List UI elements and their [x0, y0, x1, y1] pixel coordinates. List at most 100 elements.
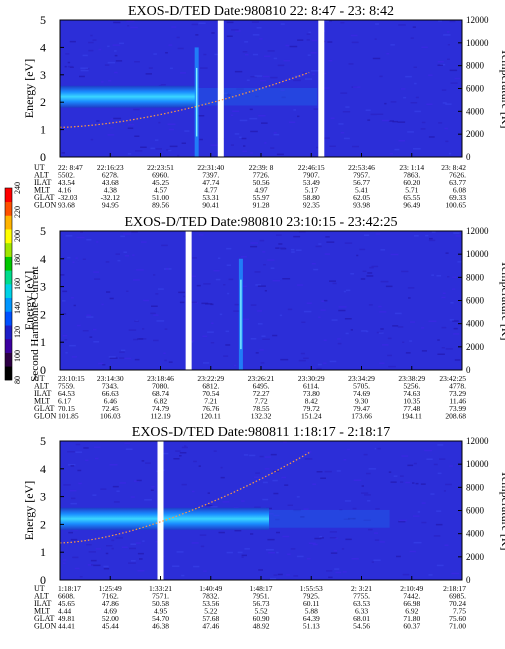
orbit-row-label: GLAT [34, 193, 55, 202]
spectrogram-cell [114, 54, 118, 57]
spectrogram-cell [246, 79, 250, 81]
orbit-value: 64.53 [58, 389, 75, 398]
spectrogram-cell [131, 231, 138, 233]
spectrogram-cell [134, 135, 140, 137]
spectrogram-cell [235, 30, 241, 32]
orbit-value: 6812. [202, 382, 219, 391]
spectrogram-cell [218, 531, 225, 534]
orbit-value: -32.03 [58, 193, 78, 202]
orbit-value: 5.41 [355, 186, 368, 195]
y-tick-label: 3 [40, 490, 46, 504]
spectrogram-cell [191, 23, 198, 26]
colorbar-tick-label: 80 [13, 376, 22, 384]
spectrogram-cell [73, 541, 79, 544]
orbit-value: 5.22 [204, 607, 217, 616]
spectrogram-cell [303, 310, 312, 313]
y2-tick-label: 6000 [466, 296, 485, 306]
spectrogram-cell [362, 270, 367, 272]
spectrogram-cell [386, 52, 390, 55]
spectrogram-cell [183, 295, 186, 298]
spectrogram-cell [390, 481, 397, 483]
spectrogram-cell [265, 513, 274, 515]
spectrogram-cell [113, 21, 121, 24]
spectrogram-cell [63, 484, 71, 486]
spectrogram-cell [376, 113, 384, 115]
spectrogram-cell [346, 289, 351, 292]
spectrogram-cell [88, 41, 94, 44]
spectrogram-cell [290, 248, 295, 251]
spectrogram-cell [409, 550, 416, 553]
spectrogram-cell [203, 283, 211, 285]
spectrogram-texture [60, 231, 462, 370]
spectrogram-cell [415, 482, 419, 485]
spectrogram-cell [140, 146, 147, 148]
spectrogram-cell [130, 496, 135, 498]
spectrogram-cell [75, 257, 78, 259]
spectrogram-cell [417, 511, 421, 513]
spectrogram-cell [421, 46, 428, 49]
spectrogram-cell [112, 44, 121, 46]
spectrogram-cell [426, 458, 433, 460]
y2-tick-label: 10000 [466, 38, 489, 48]
colorbar-segment [5, 284, 12, 299]
spectrogram-cell [380, 328, 384, 330]
spectrogram-cell [168, 149, 172, 152]
orbit-value: 51.00 [152, 193, 169, 202]
spectrogram-cell [297, 284, 304, 286]
orbit-row-label: GLAT [34, 614, 55, 623]
spectrogram-cell [365, 109, 371, 111]
spectrogram-cell [226, 551, 233, 554]
y2-tick-label: 12000 [466, 436, 489, 446]
spectrogram-cell [225, 330, 229, 333]
spectrogram-cell [132, 254, 135, 256]
spectrogram-cell [444, 127, 448, 130]
orbit-value: 58.80 [303, 193, 320, 202]
orbit-value: 6.33 [355, 607, 368, 616]
spectrogram-cell [96, 241, 99, 243]
spectrogram-cell [153, 339, 159, 342]
y2-tick-label: 0 [466, 575, 471, 585]
spectrogram-cell [275, 518, 280, 521]
orbit-value: 173.66 [351, 412, 372, 421]
spectrogram-cell [437, 444, 444, 446]
spectrogram-cell [112, 485, 119, 488]
spectrogram-cell [78, 482, 82, 485]
orbit-value: 23:38:29 [398, 374, 425, 383]
spectrogram-texture [62, 441, 460, 580]
spectrogram-cell [368, 304, 373, 306]
spectrogram-cell [71, 356, 77, 358]
orbit-value: 76.76 [202, 404, 219, 413]
colorbar-segment [5, 325, 12, 340]
orbit-value: 7343. [102, 382, 119, 391]
y-tick-label: 5 [40, 13, 46, 27]
orbit-value: 60.11 [303, 599, 320, 608]
orbit-value: 194.11 [402, 412, 423, 421]
orbit-value: 79.72 [303, 404, 320, 413]
data-gap [157, 441, 164, 580]
spectrogram-cell [277, 573, 283, 576]
spectrogram-cell [263, 264, 266, 266]
spectrogram-cell [213, 450, 217, 452]
spectrogram-cell [233, 310, 240, 312]
orbit-value: 11.46 [449, 397, 466, 406]
spectrogram-cell [244, 548, 250, 550]
orbit-value: 60.90 [253, 614, 270, 623]
spectrogram-cell [65, 53, 70, 55]
spectrogram-cell [403, 96, 407, 99]
spectrogram-cell [361, 485, 364, 487]
orbit-value: 7.21 [204, 397, 217, 406]
spectrogram-cell [289, 121, 296, 123]
spectrogram-cell [280, 358, 289, 361]
spectrogram-cell [322, 137, 330, 139]
orbit-value: 7907. [303, 171, 320, 180]
y2-tick-label: 2000 [466, 342, 485, 352]
spectrogram-cell [363, 453, 368, 456]
spectrogram-cell [249, 117, 258, 120]
orbit-row-label: MLT [34, 607, 50, 616]
spectrogram-cell [284, 484, 289, 486]
orbit-value: 23: 8:42 [441, 163, 466, 172]
spectrogram-cell [398, 519, 407, 522]
spectrogram-cell [400, 88, 406, 90]
spectrogram-cell [210, 342, 215, 344]
